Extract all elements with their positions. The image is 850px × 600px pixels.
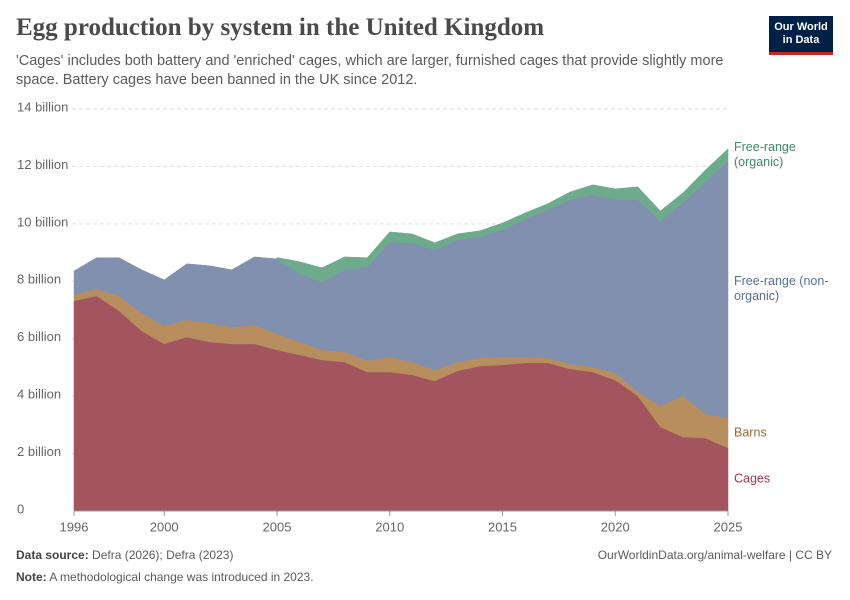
logo[interactable]: Our World in Data bbox=[769, 16, 833, 55]
x-tick-label: 2000 bbox=[150, 519, 179, 534]
chart-subtitle: 'Cages' includes both battery and 'enric… bbox=[16, 53, 724, 88]
y-tick-label: 8 billion bbox=[17, 272, 61, 287]
x-tick-label: 2025 bbox=[714, 519, 743, 534]
source-label: Data source: bbox=[16, 548, 89, 562]
x-tick-label: 2020 bbox=[601, 519, 630, 534]
note-label: Note: bbox=[16, 570, 47, 584]
x-tick-label: 2010 bbox=[375, 519, 404, 534]
chart-title: Egg production by system in the United K… bbox=[16, 14, 545, 41]
y-tick-label: 10 billion bbox=[17, 214, 68, 229]
y-tick-label: 2 billion bbox=[17, 444, 61, 459]
note: Note: A methodological change was introd… bbox=[16, 570, 314, 584]
series-label[interactable]: Barns bbox=[734, 425, 767, 440]
note-text: A methodological change was introduced i… bbox=[49, 570, 314, 584]
x-tick-label: 2005 bbox=[263, 519, 292, 534]
y-tick-label: 4 billion bbox=[17, 387, 61, 402]
source-text[interactable]: Defra (2026); Defra (2023) bbox=[92, 548, 234, 562]
series-label[interactable]: Cages bbox=[734, 471, 771, 486]
series-label[interactable]: Free-range (organic) bbox=[734, 139, 796, 169]
url[interactable]: OurWorldinData.org/animal-welfare | CC B… bbox=[597, 548, 832, 562]
logo-text: Our World in Data bbox=[774, 21, 828, 46]
source: Data source: Defra (2026); Defra (2023) bbox=[16, 548, 233, 562]
y-tick-label: 0 bbox=[17, 501, 24, 516]
area bbox=[276, 148, 729, 283]
y-tick-label: 12 billion bbox=[17, 157, 68, 172]
y-tick-label: 14 billion bbox=[17, 99, 68, 114]
y-tick-label: 6 billion bbox=[17, 329, 61, 344]
x-tick-label: 2015 bbox=[488, 519, 517, 534]
x-tick-label: 1996 bbox=[60, 519, 89, 534]
series-label[interactable]: Free-range (non-organic) bbox=[734, 274, 829, 304]
